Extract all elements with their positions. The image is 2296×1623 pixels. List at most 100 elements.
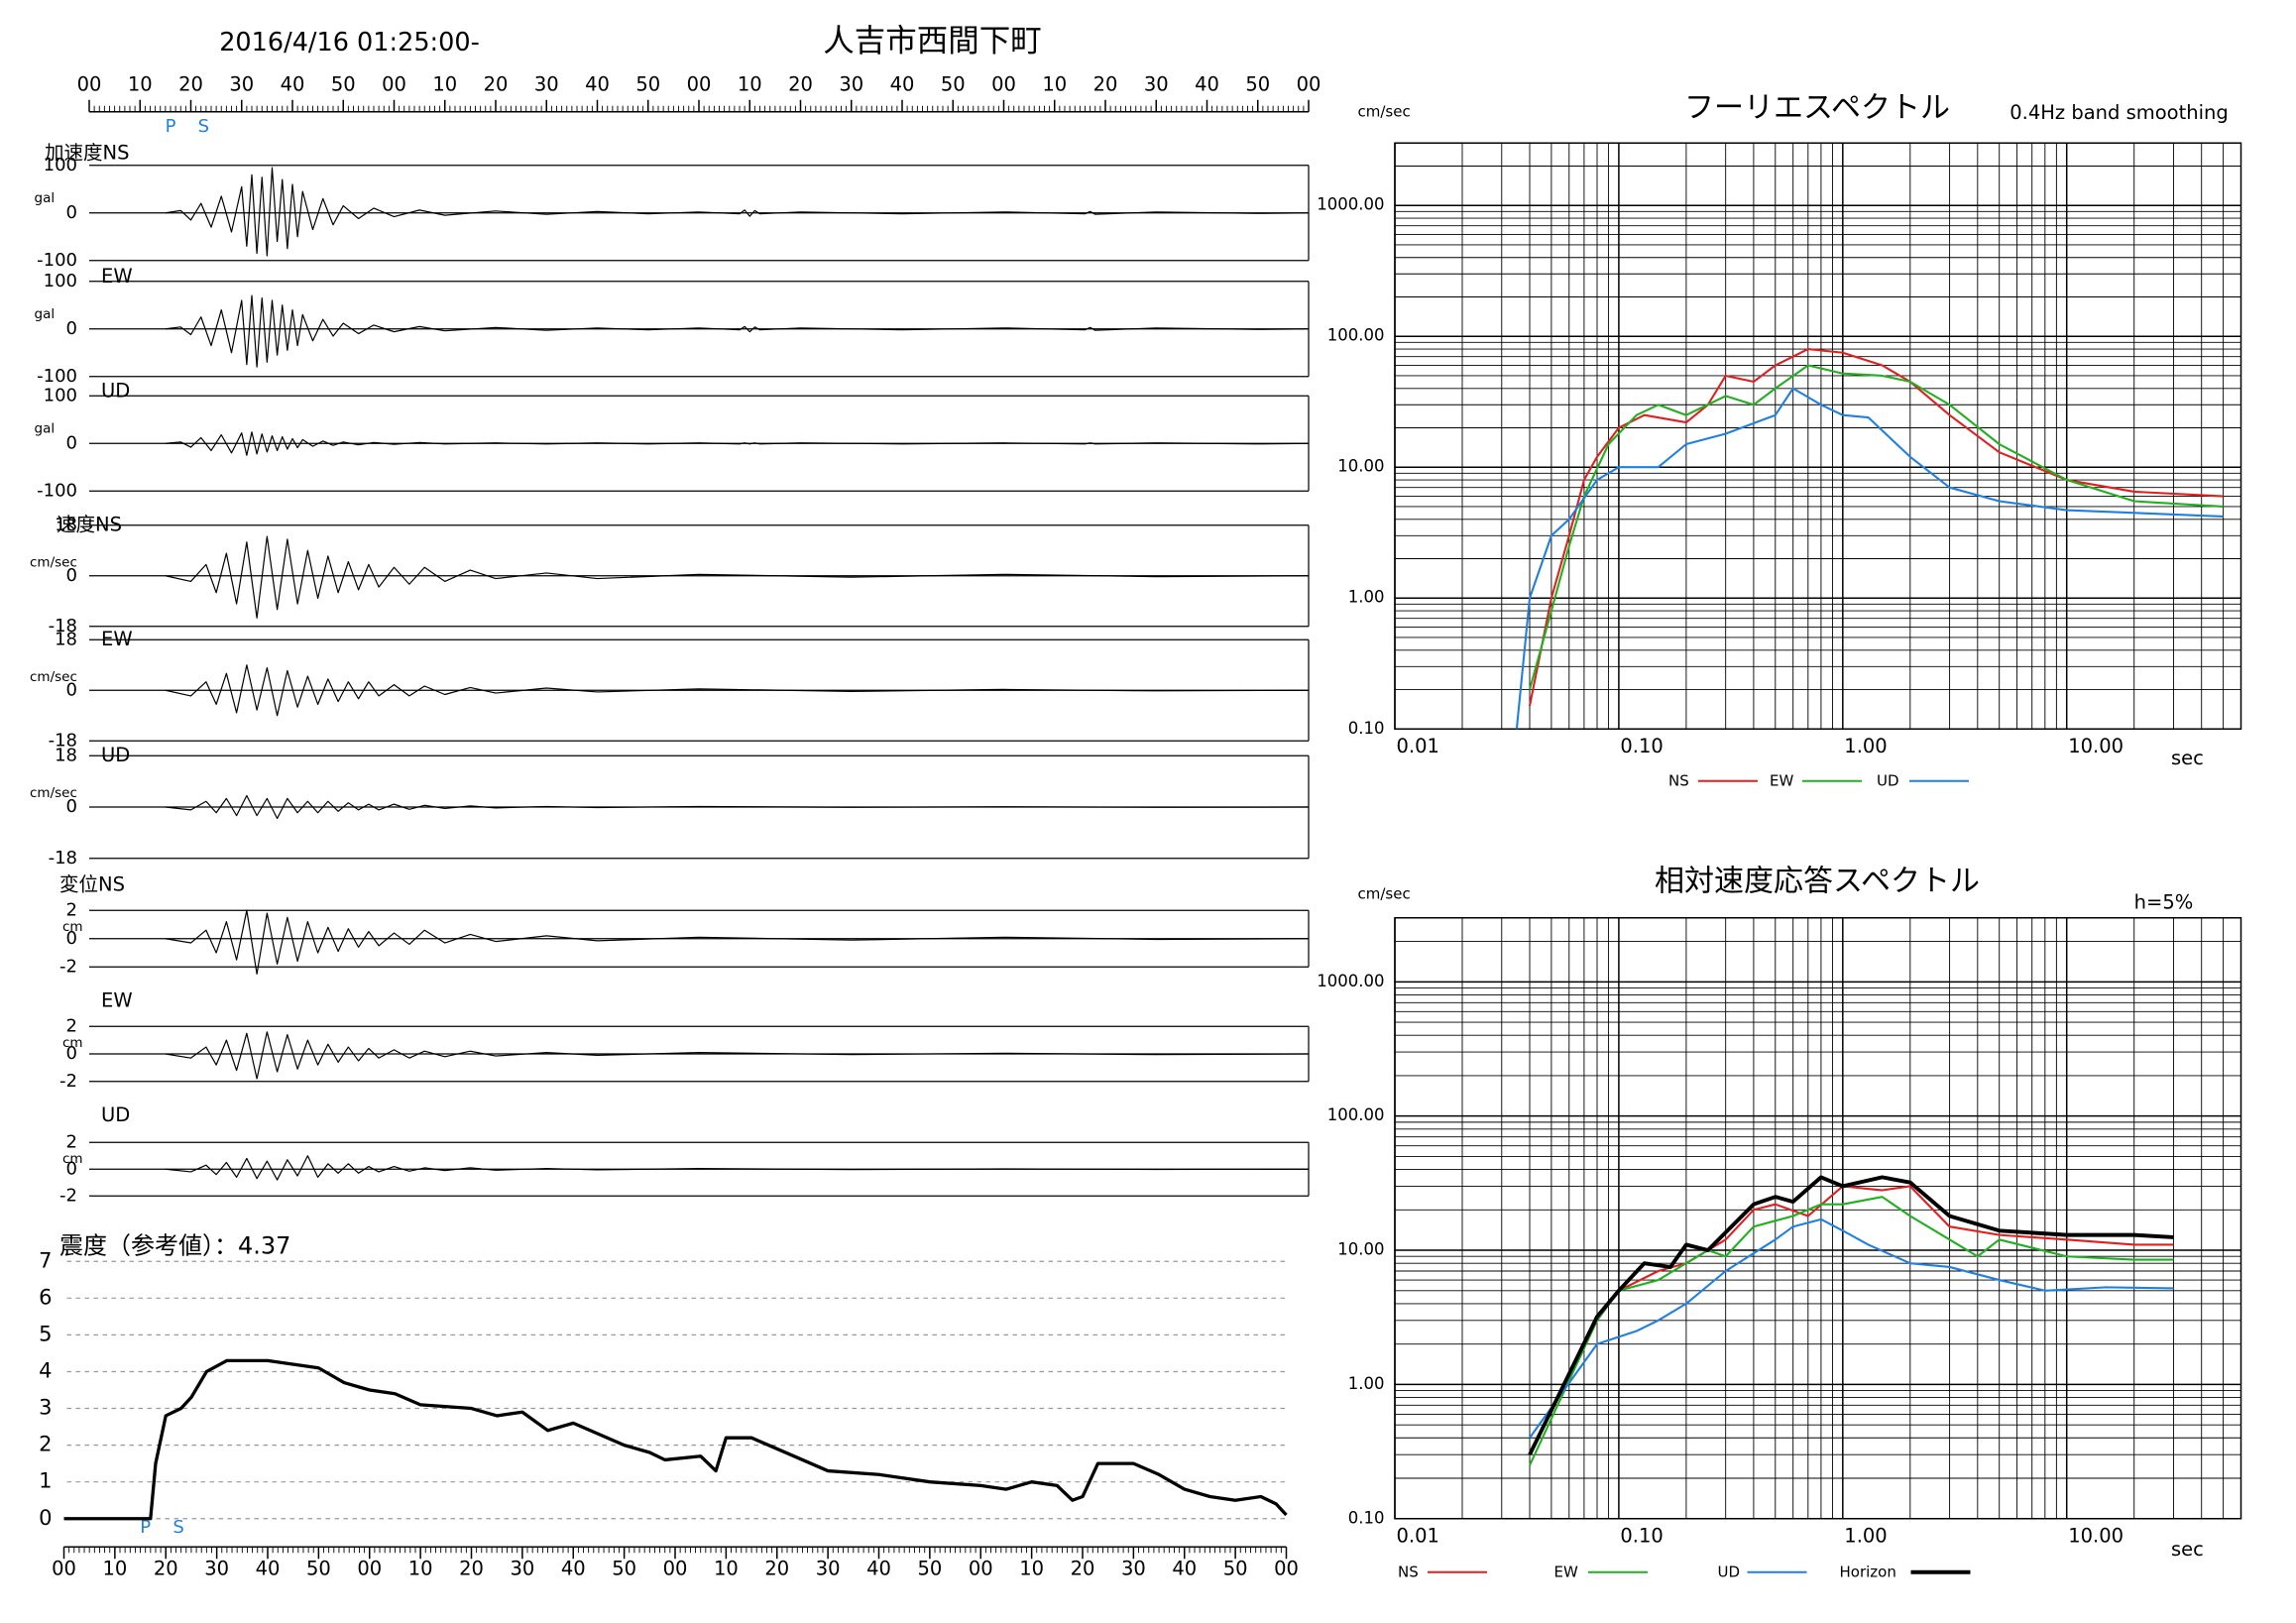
time-tick-label: 00	[52, 1557, 76, 1579]
x-tick-label: 0.10	[1620, 735, 1663, 757]
time-tick-label: 00	[969, 1557, 993, 1579]
x-tick-label: 10.00	[2068, 1524, 2124, 1547]
trace-label: UD	[101, 744, 130, 766]
phase-marker: S	[172, 1517, 183, 1538]
spectrum-line	[1528, 1175, 2174, 1456]
y-tick-label: -18	[49, 848, 77, 869]
time-tick-label: 30	[229, 72, 254, 95]
y-tick-label: 4	[39, 1358, 52, 1382]
x-tick-label: 0.10	[1620, 1524, 1663, 1547]
plot-frame	[1394, 142, 2242, 730]
intensity-line	[63, 1358, 1288, 1521]
waveform-trace	[165, 1155, 1310, 1181]
y-tick-label: -2	[59, 1185, 77, 1206]
trace-unit: cm	[62, 1151, 83, 1167]
waveform-trace	[165, 1031, 1310, 1080]
time-tick-label: 10	[432, 72, 457, 95]
y-tick-label: 1000.00	[1317, 972, 1384, 990]
chart-subtitle: 0.4Hz band smoothing	[2009, 101, 2229, 124]
time-tick-label: 40	[866, 1557, 891, 1579]
time-tick-label: 30	[510, 1557, 534, 1579]
y-tick-label: 18	[55, 745, 77, 765]
trace-unit: cm	[62, 919, 83, 935]
y-tick-label: 3	[39, 1396, 52, 1420]
legend-label: NS	[1668, 771, 1689, 789]
station-name: 人吉市西間下町	[823, 23, 1042, 58]
legend-label: NS	[1398, 1563, 1419, 1580]
chart-title: フーリエスペクトル	[1684, 90, 1950, 125]
spectrum-line	[1528, 364, 2224, 690]
time-tick-label: 10	[128, 72, 153, 95]
y-tick-label: 0	[66, 679, 77, 700]
time-tick-label: 40	[256, 1557, 281, 1579]
y-tick-label: -18	[49, 616, 77, 637]
time-tick-label: 50	[331, 72, 356, 95]
y-tick-label: 0	[66, 318, 77, 339]
time-tick-label: 40	[585, 72, 610, 95]
time-tick-label: 40	[890, 72, 915, 95]
spectrum-line	[1529, 1217, 2174, 1439]
waveform-trace	[165, 294, 1310, 368]
x-tick-label: 0.01	[1397, 1524, 1439, 1547]
time-tick-label: 10	[102, 1557, 127, 1579]
time-tick-label: 30	[816, 1557, 841, 1579]
chart-title: 震度（参考値）：4.37	[59, 1231, 290, 1259]
time-tick-label: 20	[154, 1557, 178, 1579]
time-tick-label: 00	[1297, 72, 1321, 95]
trace-unit: cm/sec	[30, 554, 77, 570]
y-tick-label: 0	[66, 202, 77, 223]
y-tick-label: -100	[37, 250, 77, 271]
time-tick-label: 50	[306, 1557, 331, 1579]
time-tick-label: 20	[484, 72, 509, 95]
trace-label: 加速度NS	[45, 141, 129, 164]
trace-label: 変位NS	[59, 872, 125, 895]
y-tick-label: 1	[39, 1469, 52, 1493]
y-tick-label: 2	[66, 1131, 77, 1152]
y-tick-label: 2	[66, 899, 77, 920]
x-axis-label: sec	[2171, 747, 2204, 769]
time-tick-label: 00	[382, 72, 406, 95]
waveform-trace	[165, 794, 1310, 820]
time-tick-label: 10	[408, 1557, 433, 1579]
y-tick-label: 1.00	[1348, 588, 1385, 607]
time-tick-label: 30	[839, 72, 863, 95]
phase-marker: P	[166, 116, 176, 137]
y-tick-label: 0	[66, 432, 77, 453]
time-tick-label: 30	[534, 72, 559, 95]
time-tick-label: 10	[738, 72, 762, 95]
time-tick-label: 30	[204, 1557, 229, 1579]
time-tick-label: 50	[941, 72, 966, 95]
trace-label: EW	[101, 628, 133, 650]
y-axis-unit: cm/sec	[1358, 884, 1411, 902]
spectrum-line	[1529, 1196, 2174, 1466]
phase-marker: S	[198, 116, 209, 137]
x-tick-label: 1.00	[1844, 1524, 1887, 1547]
y-tick-label: 0	[66, 565, 77, 586]
y-tick-label: 0	[66, 1043, 77, 1064]
y-tick-label: -2	[59, 1071, 77, 1092]
trace-unit: gal	[35, 420, 56, 436]
y-tick-label: 100	[44, 271, 77, 291]
spectrum-line	[1528, 347, 2224, 707]
trace-unit: cm/sec	[30, 785, 77, 801]
legend-label: EW	[1770, 771, 1793, 789]
chart-title: 相対速度応答スペクトル	[1655, 864, 1980, 898]
y-tick-label: 10.00	[1337, 1240, 1384, 1259]
time-tick-label: 50	[917, 1557, 942, 1579]
trace-unit: gal	[35, 306, 56, 322]
y-tick-label: 0.10	[1348, 1508, 1385, 1527]
time-tick-label: 30	[1144, 72, 1169, 95]
y-tick-label: -100	[37, 480, 77, 501]
chart-subtitle: h=5%	[2134, 890, 2194, 913]
time-tick-label: 20	[1093, 72, 1118, 95]
y-tick-label: -100	[37, 366, 77, 387]
y-tick-label: 7	[39, 1248, 52, 1272]
y-tick-label: 10.00	[1337, 457, 1384, 476]
waveform-trace	[165, 909, 1310, 975]
time-tick-label: 00	[357, 1557, 382, 1579]
trace-unit: cm	[62, 1035, 83, 1051]
time-tick-label: 00	[1274, 1557, 1299, 1579]
y-tick-label: 0	[66, 796, 77, 817]
trace-label: EW	[101, 988, 133, 1011]
time-tick-label: 40	[561, 1557, 586, 1579]
